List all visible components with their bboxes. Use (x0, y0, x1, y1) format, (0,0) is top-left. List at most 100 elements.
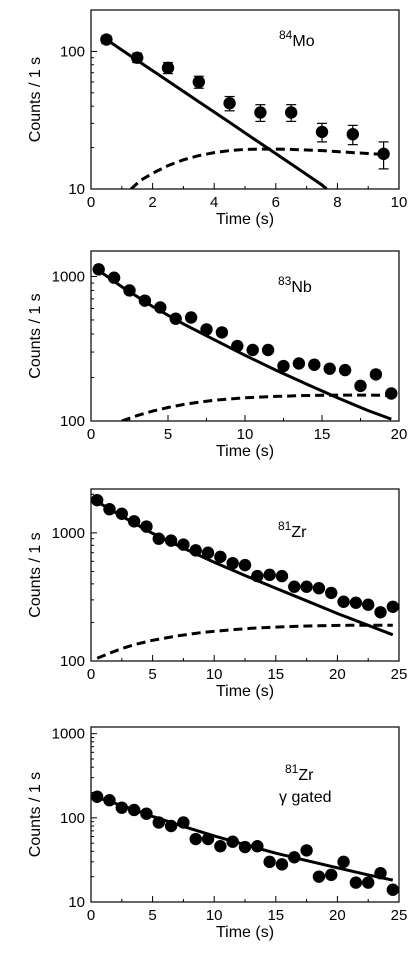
dashed-fit-curve (129, 147, 384, 189)
data-point (349, 596, 363, 609)
x-tick-label: 0 (87, 666, 95, 683)
data-point (337, 595, 350, 608)
x-tick-label: 5 (148, 907, 156, 924)
data-point (184, 311, 198, 324)
data-point (201, 546, 215, 559)
data-point (246, 343, 259, 357)
data-point (346, 128, 359, 141)
dashed-fit-curve (121, 393, 392, 421)
x-tick-label: 8 (333, 194, 341, 211)
data-point (325, 586, 338, 600)
data-point (288, 580, 301, 593)
solid-fit-curve (96, 500, 394, 637)
y-axis-label: Counts / 1 s (27, 532, 44, 617)
data-point (323, 362, 336, 375)
x-tick-label: 25 (391, 666, 408, 683)
y-axis-label: Counts / 1 s (27, 772, 44, 857)
data-point (386, 883, 400, 896)
x-axis-label: Time (s) (216, 443, 274, 460)
y-tick-label: 10 (68, 894, 85, 911)
nuclide-label: 81Zr (285, 762, 314, 784)
x-axis-label: Time (s) (216, 211, 274, 228)
data-point (292, 357, 306, 370)
dashed-fit-curve (96, 623, 393, 660)
y-tick-label: 100 (60, 653, 85, 670)
chart-panel-2: 0 5 10 15 20 100 1000 Time (s) Counts / 1 s 83Nb (27, 250, 408, 460)
data-point (215, 326, 229, 339)
data-point (161, 61, 175, 75)
x-tick-label: 25 (391, 907, 408, 924)
data-point (308, 358, 321, 371)
solid-fit-curve (96, 795, 394, 882)
data-point (226, 556, 239, 570)
data-point (254, 106, 267, 119)
nuclide-mass-number: 81 (285, 762, 299, 776)
data-point (315, 125, 329, 139)
x-tick-label: 15 (267, 666, 284, 683)
solid-fit-curve (105, 38, 328, 189)
data-point (223, 97, 236, 110)
data-point (285, 106, 298, 119)
x-tick-label: 0 (87, 426, 95, 443)
data-point (349, 876, 363, 889)
data-point (362, 598, 375, 611)
x-axis-label: Time (s) (216, 683, 274, 700)
data-point (277, 359, 290, 373)
plot-frame (90, 9, 400, 190)
nuclide-element: Mo (292, 33, 314, 50)
x-tick-label: 5 (164, 426, 172, 443)
x-tick-label: 10 (206, 907, 223, 924)
data-point (275, 569, 289, 583)
x-tick-label: 20 (329, 666, 346, 683)
data-point (377, 147, 390, 161)
data-point (90, 790, 104, 803)
x-tick-label: 20 (329, 907, 346, 924)
data-point (362, 876, 375, 889)
nuclide-element: Nb (291, 279, 312, 296)
nuclide-label: 81Zr (278, 519, 307, 541)
x-tick-label: 0 (87, 194, 95, 211)
gating-label: γ gated (279, 789, 331, 806)
data-point (325, 868, 338, 882)
x-tick-label: 4 (210, 194, 218, 211)
nuclide-label: 83Nb (278, 274, 312, 296)
data-point (337, 855, 350, 869)
x-tick-label: 10 (391, 194, 408, 211)
x-tick-label: 10 (237, 426, 254, 443)
nuclide-mass-number: 83 (278, 274, 292, 288)
data-point (214, 840, 227, 853)
y-tick-label: 100 (60, 413, 85, 430)
nuclide-mass-number: 84 (279, 28, 293, 42)
data-point (263, 855, 276, 869)
plot-frame (90, 250, 400, 422)
x-tick-label: 0 (87, 907, 95, 924)
data-point (214, 550, 227, 564)
x-tick-label: 2 (148, 194, 156, 211)
data-point (338, 363, 352, 377)
data-point (354, 379, 367, 393)
data-point (238, 558, 252, 572)
y-tick-label: 1000 (52, 525, 85, 542)
data-point (263, 568, 276, 582)
y-tick-label: 10 (68, 181, 85, 198)
nuclide-element: Zr (298, 767, 314, 784)
x-tick-label: 15 (314, 426, 331, 443)
data-point (192, 75, 205, 89)
x-tick-label: 15 (267, 907, 284, 924)
nuclide-element: Zr (291, 524, 307, 541)
data-point (385, 387, 398, 400)
y-axis-label: Counts / 1 s (27, 293, 44, 378)
data-point (386, 600, 400, 613)
x-tick-label: 5 (148, 666, 156, 683)
chart-panel-1: 0 2 4 6 8 10 10 100 Time (s) Counts / 1 s 84Mo (27, 9, 408, 228)
x-axis-label: Time (s) (216, 924, 274, 941)
data-point (312, 581, 326, 595)
data-point (189, 832, 202, 846)
y-tick-label: 1000 (52, 268, 85, 285)
y-axis-label: Counts / 1 s (27, 57, 44, 142)
solid-fit-curve (97, 269, 392, 421)
nuclide-mass-number: 81 (278, 519, 292, 533)
x-tick-label: 20 (391, 426, 408, 443)
data-point (312, 870, 326, 883)
